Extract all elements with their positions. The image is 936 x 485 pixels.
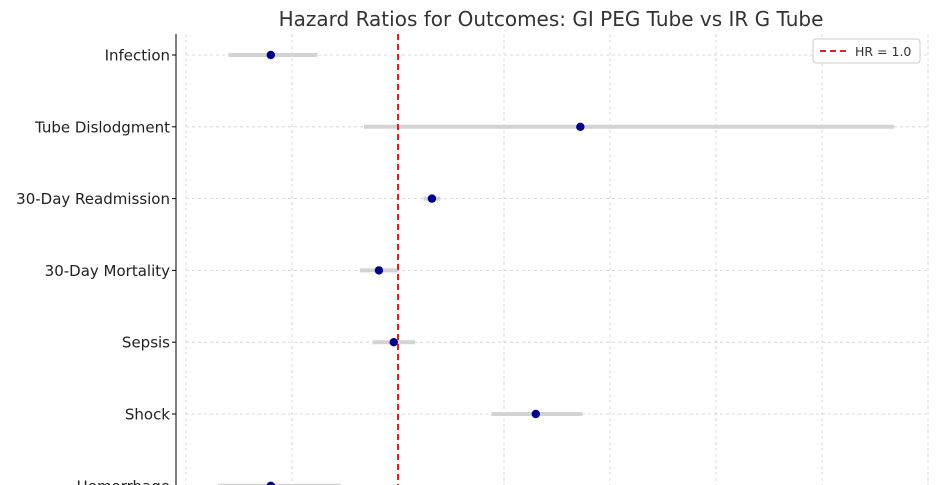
hr-points [266,50,585,485]
grid [185,34,929,485]
y-tick-label: Infection [105,47,170,65]
hr-point [576,122,585,131]
y-tick-labels: Infection Tube Dislodgment 30-Day Readmiss… [16,47,176,485]
hr-point [427,194,437,203]
y-tick-label: Shock [125,406,170,424]
y-tick-label: 30-Day Readmission [16,190,170,208]
hr-point [531,409,540,419]
y-tick-label: Hemorrhage [76,477,170,485]
legend-label: HR = 1.0 [855,44,911,59]
y-tick-label: 30-Day Mortality [45,262,170,280]
legend-box [812,38,921,64]
hr-point [374,266,384,275]
y-tick-label: Tube Dislodgment [34,118,170,136]
hr-point [389,338,398,347]
hr-point [266,481,275,485]
y-tick-label: Sepsis [122,334,170,352]
hr-point [266,50,275,60]
legend: HR = 1.0 [812,38,921,64]
chart-title: Hazard Ratios for Outcomes: GI PEG Tube … [279,7,824,31]
